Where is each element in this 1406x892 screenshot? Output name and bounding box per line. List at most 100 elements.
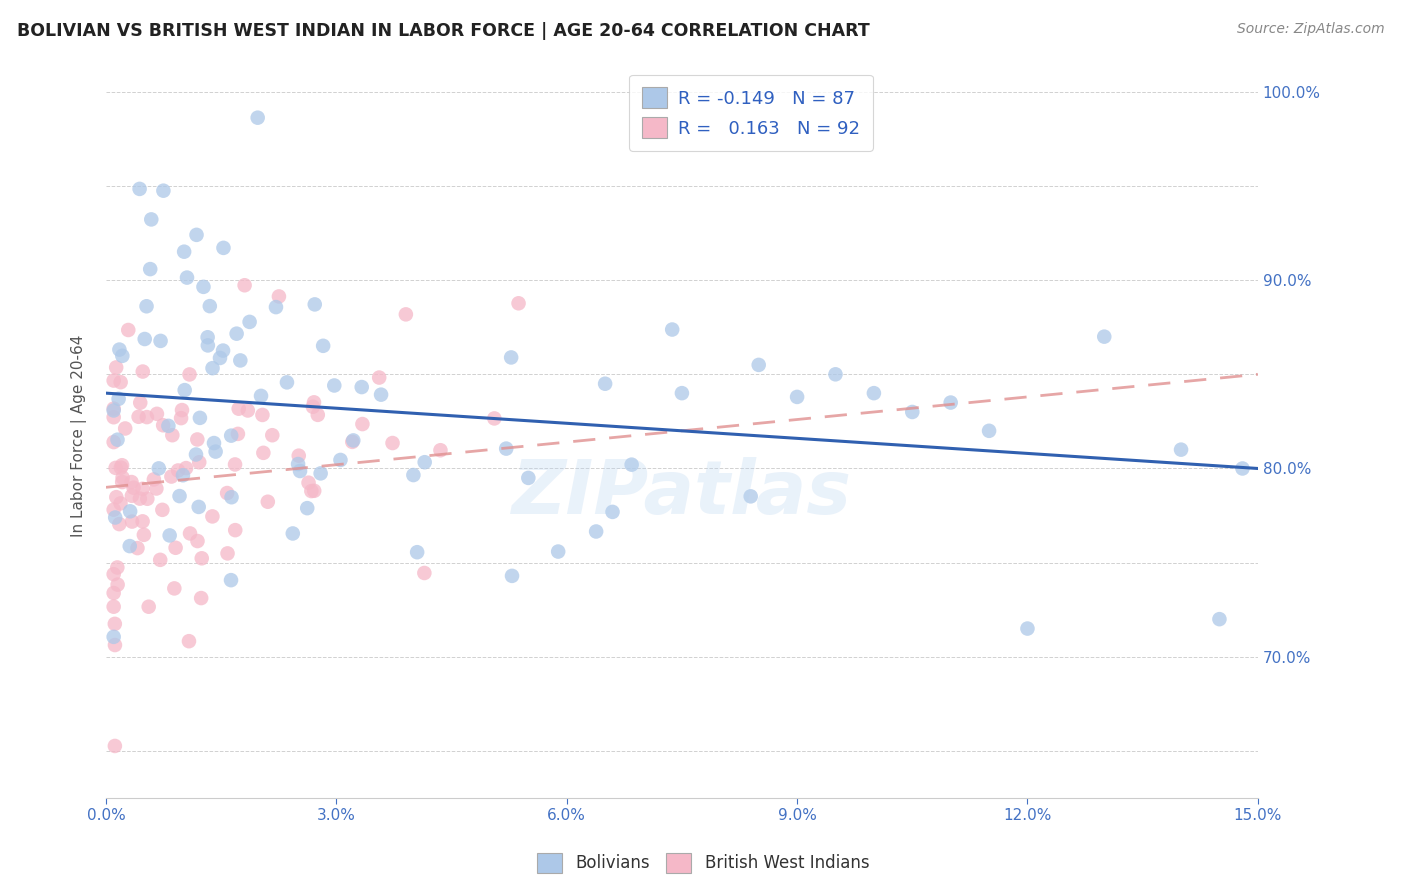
Point bbox=[221, 490, 243, 504]
Point bbox=[152, 418, 174, 433]
Point bbox=[146, 407, 169, 421]
Point bbox=[1017, 622, 1039, 636]
Point bbox=[110, 496, 132, 510]
Point bbox=[225, 326, 247, 341]
Point bbox=[103, 502, 125, 516]
Point bbox=[350, 380, 373, 394]
Point bbox=[103, 599, 125, 614]
Point bbox=[136, 491, 159, 506]
Point bbox=[107, 577, 129, 591]
Point bbox=[250, 389, 273, 403]
Point bbox=[297, 501, 319, 516]
Point bbox=[108, 343, 131, 357]
Point bbox=[103, 567, 125, 582]
Point bbox=[120, 504, 142, 518]
Point bbox=[172, 468, 194, 483]
Point bbox=[128, 409, 150, 424]
Point bbox=[152, 184, 174, 198]
Point bbox=[256, 494, 278, 508]
Point bbox=[134, 332, 156, 346]
Point bbox=[103, 586, 125, 600]
Point bbox=[197, 338, 219, 352]
Point bbox=[176, 270, 198, 285]
Point bbox=[110, 375, 132, 389]
Point bbox=[342, 434, 364, 448]
Point bbox=[160, 469, 183, 483]
Point bbox=[107, 433, 129, 447]
Point bbox=[252, 446, 274, 460]
Point bbox=[395, 307, 418, 321]
Point bbox=[103, 401, 125, 416]
Point bbox=[352, 417, 374, 431]
Point bbox=[121, 489, 143, 503]
Point bbox=[508, 296, 530, 310]
Point bbox=[219, 428, 242, 442]
Point bbox=[620, 458, 643, 472]
Point bbox=[501, 351, 523, 365]
Point bbox=[163, 582, 186, 596]
Point bbox=[138, 599, 160, 614]
Point bbox=[131, 514, 153, 528]
Point bbox=[1092, 329, 1115, 343]
Point bbox=[179, 526, 201, 541]
Point bbox=[118, 539, 141, 553]
Point bbox=[179, 368, 201, 382]
Point bbox=[174, 461, 197, 475]
Point bbox=[148, 461, 170, 475]
Point bbox=[132, 528, 155, 542]
Point bbox=[302, 395, 325, 409]
Point bbox=[127, 541, 149, 555]
Point bbox=[219, 573, 242, 587]
Point bbox=[105, 360, 128, 375]
Point bbox=[198, 299, 221, 313]
Point bbox=[197, 330, 219, 344]
Point bbox=[170, 403, 193, 417]
Point bbox=[121, 515, 143, 529]
Point bbox=[381, 436, 404, 450]
Point bbox=[121, 475, 143, 489]
Point bbox=[129, 395, 152, 409]
Point bbox=[299, 484, 322, 499]
Point bbox=[901, 405, 924, 419]
Point bbox=[1170, 442, 1192, 457]
Point bbox=[111, 470, 134, 484]
Point bbox=[165, 541, 187, 555]
Point bbox=[547, 544, 569, 558]
Point bbox=[246, 111, 269, 125]
Point bbox=[297, 475, 319, 490]
Point bbox=[149, 334, 172, 348]
Point bbox=[501, 569, 523, 583]
Point bbox=[302, 483, 325, 498]
Point bbox=[661, 322, 683, 336]
Point bbox=[104, 461, 127, 475]
Point bbox=[309, 467, 332, 481]
Point bbox=[188, 410, 211, 425]
Point bbox=[139, 262, 162, 277]
Point bbox=[201, 509, 224, 524]
Point bbox=[342, 434, 364, 449]
Point bbox=[202, 436, 225, 450]
Point bbox=[128, 491, 150, 506]
Point bbox=[786, 390, 808, 404]
Point bbox=[169, 489, 191, 503]
Point bbox=[104, 739, 127, 753]
Point bbox=[304, 297, 326, 311]
Point bbox=[212, 343, 235, 358]
Point bbox=[226, 426, 249, 441]
Point bbox=[312, 339, 335, 353]
Point bbox=[122, 481, 145, 495]
Point bbox=[939, 395, 962, 409]
Point bbox=[402, 468, 425, 483]
Point bbox=[135, 299, 157, 313]
Point bbox=[173, 383, 195, 397]
Point bbox=[186, 227, 208, 242]
Point bbox=[145, 482, 167, 496]
Point bbox=[281, 526, 304, 541]
Text: Source: ZipAtlas.com: Source: ZipAtlas.com bbox=[1237, 22, 1385, 37]
Point bbox=[103, 435, 125, 450]
Point bbox=[184, 448, 207, 462]
Point bbox=[110, 460, 132, 475]
Point bbox=[193, 280, 215, 294]
Point bbox=[267, 289, 290, 303]
Point bbox=[208, 351, 231, 365]
